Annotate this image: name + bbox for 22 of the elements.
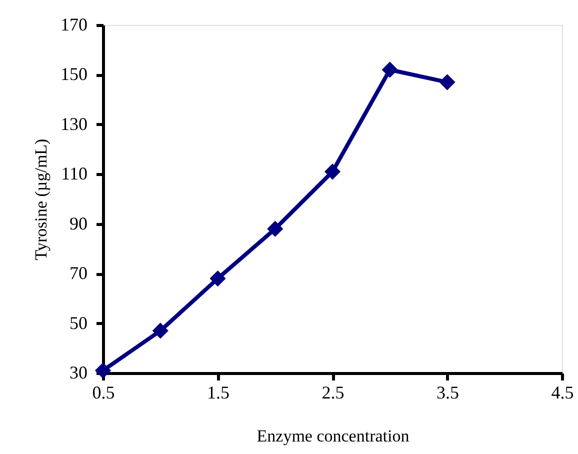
y-tick-label: 30 — [70, 362, 88, 382]
x-tick-label: 4.5 — [551, 382, 574, 402]
y-tick-label: 170 — [60, 14, 88, 34]
x-tick-label: 3.5 — [436, 382, 459, 402]
x-tick-label: 1.5 — [207, 382, 230, 402]
x-tick-label: 0.5 — [92, 382, 115, 402]
point — [94, 362, 112, 379]
point — [382, 62, 398, 78]
y-tick-label: 90 — [70, 213, 88, 234]
point — [439, 74, 456, 90]
point — [324, 164, 341, 180]
y-axis-title: Tyrosine (µg/mL) — [32, 138, 50, 260]
y-tick-label: 50 — [70, 312, 88, 333]
x-tick-label: 2.5 — [322, 382, 344, 402]
y-tick-label: 150 — [60, 64, 88, 84]
point — [267, 220, 284, 237]
y-tick-label: 130 — [60, 114, 88, 134]
x-axis-title: Enzyme concentration — [256, 426, 410, 446]
y-tick-label: 70 — [70, 263, 88, 284]
point — [210, 270, 226, 287]
y-tick-label: 110 — [61, 164, 88, 184]
point — [152, 322, 168, 339]
